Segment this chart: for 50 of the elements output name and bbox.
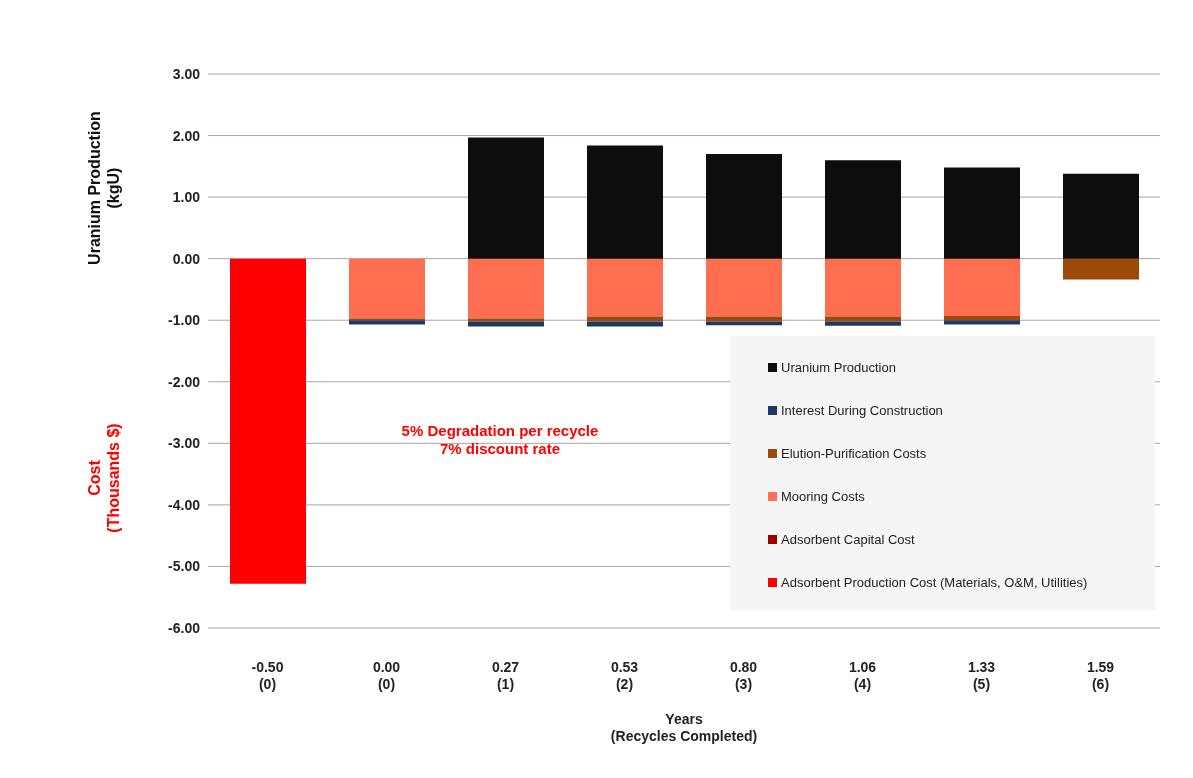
x-tick-label: 1.33 (5) — [967, 659, 996, 692]
bar — [944, 315, 1020, 321]
y-tick-label: -4.00 — [168, 496, 201, 513]
legend-label: Adsorbent Capital Cost — [781, 532, 915, 547]
bar — [944, 320, 1020, 325]
y-tick-label: -6.00 — [168, 619, 201, 636]
bar — [944, 258, 1020, 316]
y-tick-label: -5.00 — [168, 558, 201, 575]
x-tick-label: 0.80 (3) — [729, 659, 758, 692]
bar — [706, 321, 782, 326]
y-tick-label: 2.00 — [172, 127, 201, 144]
y-tick-label: 1.00 — [172, 189, 201, 206]
legend-label: Adsorbent Production Cost (Materials, O&M, Utilities) — [781, 575, 1088, 590]
bar — [587, 258, 663, 317]
bar — [706, 154, 782, 259]
legend-label: Elution-Purification Costs — [781, 446, 927, 461]
x-tick-label: -0.50 (0) — [251, 659, 284, 692]
bar — [468, 321, 544, 327]
bar — [349, 258, 425, 319]
text: Cost (Thousands $) — [86, 423, 123, 533]
x-tick-label: 0.53 (2) — [610, 659, 639, 692]
legend-label: Mooring Costs — [781, 489, 865, 504]
y-tick-label: 3.00 — [172, 65, 201, 82]
bar — [825, 321, 901, 326]
bar — [468, 318, 544, 322]
bar — [1063, 258, 1139, 280]
bar — [825, 160, 901, 259]
y-axis-title: Uranium Production (kgU) — [86, 111, 123, 265]
bar — [1063, 173, 1139, 259]
annotation: 5% Degradation per recycle 7% discount rate — [401, 422, 599, 457]
x-tick-label: 1.59 (6) — [1086, 659, 1115, 692]
legend-label: Interest During Construction — [781, 403, 943, 418]
x-axis-title: Years (Recycles Completed) — [610, 711, 758, 744]
bar — [230, 258, 306, 584]
x-tick-label: 0.27 (1) — [491, 659, 520, 692]
x-tick-label: 1.06 (4) — [848, 659, 877, 692]
bar — [587, 321, 663, 327]
bar — [706, 258, 782, 317]
y-tick-label: -2.00 — [168, 373, 201, 390]
bar — [468, 137, 544, 259]
y-tick-label: -3.00 — [168, 435, 201, 452]
legend-label: Uranium Production — [781, 360, 896, 375]
bar — [587, 145, 663, 259]
x-tick-label: 0.00 (0) — [372, 659, 401, 692]
bar — [944, 167, 1020, 259]
bar — [825, 258, 901, 317]
bar — [468, 258, 544, 319]
bar — [349, 320, 425, 325]
y-tick-label: -1.00 — [168, 312, 201, 329]
y-tick-label: 0.00 — [172, 250, 201, 267]
